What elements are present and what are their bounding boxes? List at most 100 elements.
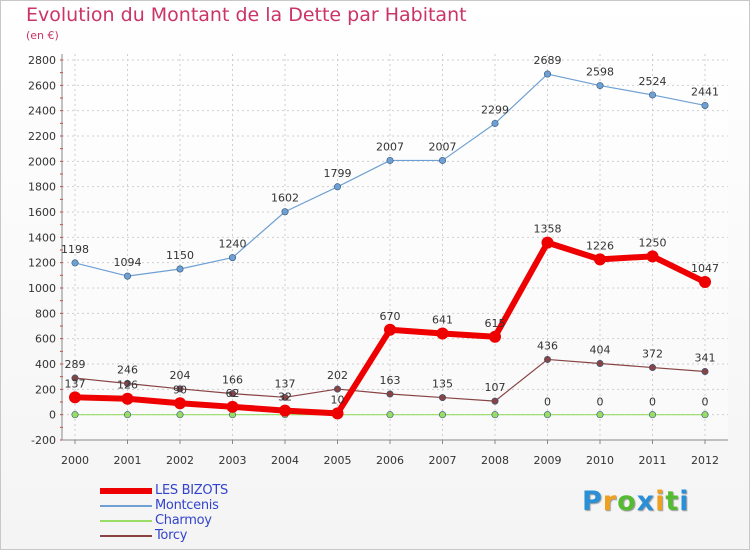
x-tick-label: 2007 [429,454,457,467]
data-label-torcy: 135 [432,378,453,391]
x-tick-label: 2005 [324,454,352,467]
logo-letter: i [679,486,690,517]
data-label-montcenis: 1240 [219,238,247,251]
y-tick-label: 1000 [28,282,56,295]
data-point-torcy [386,390,394,398]
data-label-torcy: 202 [327,369,348,382]
data-point-charmoy [71,411,79,419]
data-point-charmoy [176,411,184,419]
x-tick-label: 2003 [219,454,247,467]
y-tick-label: 1800 [28,181,56,194]
data-point-torcy [71,374,79,382]
data-label-charmoy: 0 [649,396,656,409]
y-tick-label: 2600 [28,79,56,92]
data-label-torcy: 163 [380,374,401,387]
data-label-les-bizots: 1047 [691,262,719,275]
logo-letter: x [636,486,656,517]
y-tick-label: 200 [35,383,56,396]
x-tick-label: 2006 [376,454,404,467]
data-point-montcenis [124,272,132,280]
data-point-les-bizots [226,400,239,413]
x-tick-label: 2004 [271,454,299,467]
data-point-montcenis [596,82,604,90]
data-point-montcenis [71,259,79,267]
x-tick-label: 2001 [114,454,142,467]
y-tick-label: 800 [35,307,56,320]
data-label-torcy: 166 [222,374,243,387]
data-label-montcenis: 2007 [429,140,457,153]
data-point-torcy [491,397,499,405]
data-label-torcy: 246 [117,364,138,377]
x-tick-label: 2008 [481,454,509,467]
data-point-charmoy [543,411,551,419]
data-label-charmoy: 0 [544,396,551,409]
data-point-les-bizots [384,323,396,336]
data-label-les-bizots: 641 [432,313,453,326]
data-label-montcenis: 1602 [271,192,299,205]
legend-swatch [100,535,152,537]
data-label-les-bizots: 1250 [639,236,667,249]
legend-label: Montcenis [155,498,219,513]
data-point-montcenis [701,101,709,109]
x-tick-label: 2010 [586,454,614,467]
y-tick-label: -200 [31,434,56,447]
logo-letter: r [602,486,618,517]
data-point-les-bizots [594,253,606,266]
data-label-les-bizots: 1226 [586,239,614,252]
data-point-torcy [701,367,709,375]
data-point-les-bizots [279,404,291,417]
y-tick-label: 400 [35,358,56,371]
data-point-les-bizots [699,276,711,289]
y-tick-label: 2400 [28,105,56,118]
x-tick-label: 2000 [61,454,89,467]
x-tick-label: 2002 [166,454,194,467]
x-tick-label: 2009 [534,454,562,467]
data-point-charmoy [648,411,656,419]
data-point-montcenis [543,70,551,78]
data-label-charmoy: 0 [597,396,604,409]
data-label-montcenis: 1198 [61,243,89,256]
data-point-torcy [438,394,446,402]
data-label-torcy: 204 [170,369,191,382]
y-tick-label: 600 [35,333,56,346]
y-tick-label: 1200 [28,257,56,270]
data-point-charmoy [491,411,499,419]
data-label-montcenis: 1094 [114,256,142,269]
chart-title: Evolution du Montant de la Dette par Hab… [26,4,467,26]
data-label-les-bizots: 62 [226,387,240,400]
legend-label: Torcy [155,528,188,543]
data-point-montcenis [438,156,446,164]
data-point-les-bizots [646,250,659,263]
y-tick-label: 2800 [28,54,56,67]
y-tick-label: 2000 [28,155,56,168]
y-tick-label: 1400 [28,231,56,244]
data-point-montcenis [333,183,341,191]
data-label-montcenis: 2524 [639,75,667,88]
proxiti-logo: Proxiti [582,486,690,517]
data-point-les-bizots [331,407,344,420]
data-point-torcy [229,390,237,398]
data-label-montcenis: 2598 [586,66,614,79]
legend-swatch [100,505,152,507]
data-label-les-bizots: 90 [173,383,187,396]
data-label-montcenis: 2441 [691,85,719,98]
data-label-montcenis: 2007 [376,140,404,153]
legend-label: LES BIZOTS [155,483,228,498]
data-label-charmoy: 0 [702,396,709,409]
y-tick-label: 1600 [28,206,56,219]
data-point-torcy [543,355,551,363]
data-point-montcenis [281,208,289,216]
data-label-montcenis: 1799 [324,167,352,180]
data-point-charmoy [386,411,394,419]
data-label-torcy: 341 [695,351,716,364]
logo-letter: P [582,486,603,517]
data-label-torcy: 289 [65,358,86,371]
data-point-torcy [333,385,341,393]
data-label-torcy: 372 [642,348,663,361]
data-label-montcenis: 1150 [166,249,194,262]
logo-letter: i [655,486,666,517]
data-point-montcenis [386,156,394,164]
data-label-les-bizots: 10 [331,393,345,406]
data-point-les-bizots [489,330,501,343]
